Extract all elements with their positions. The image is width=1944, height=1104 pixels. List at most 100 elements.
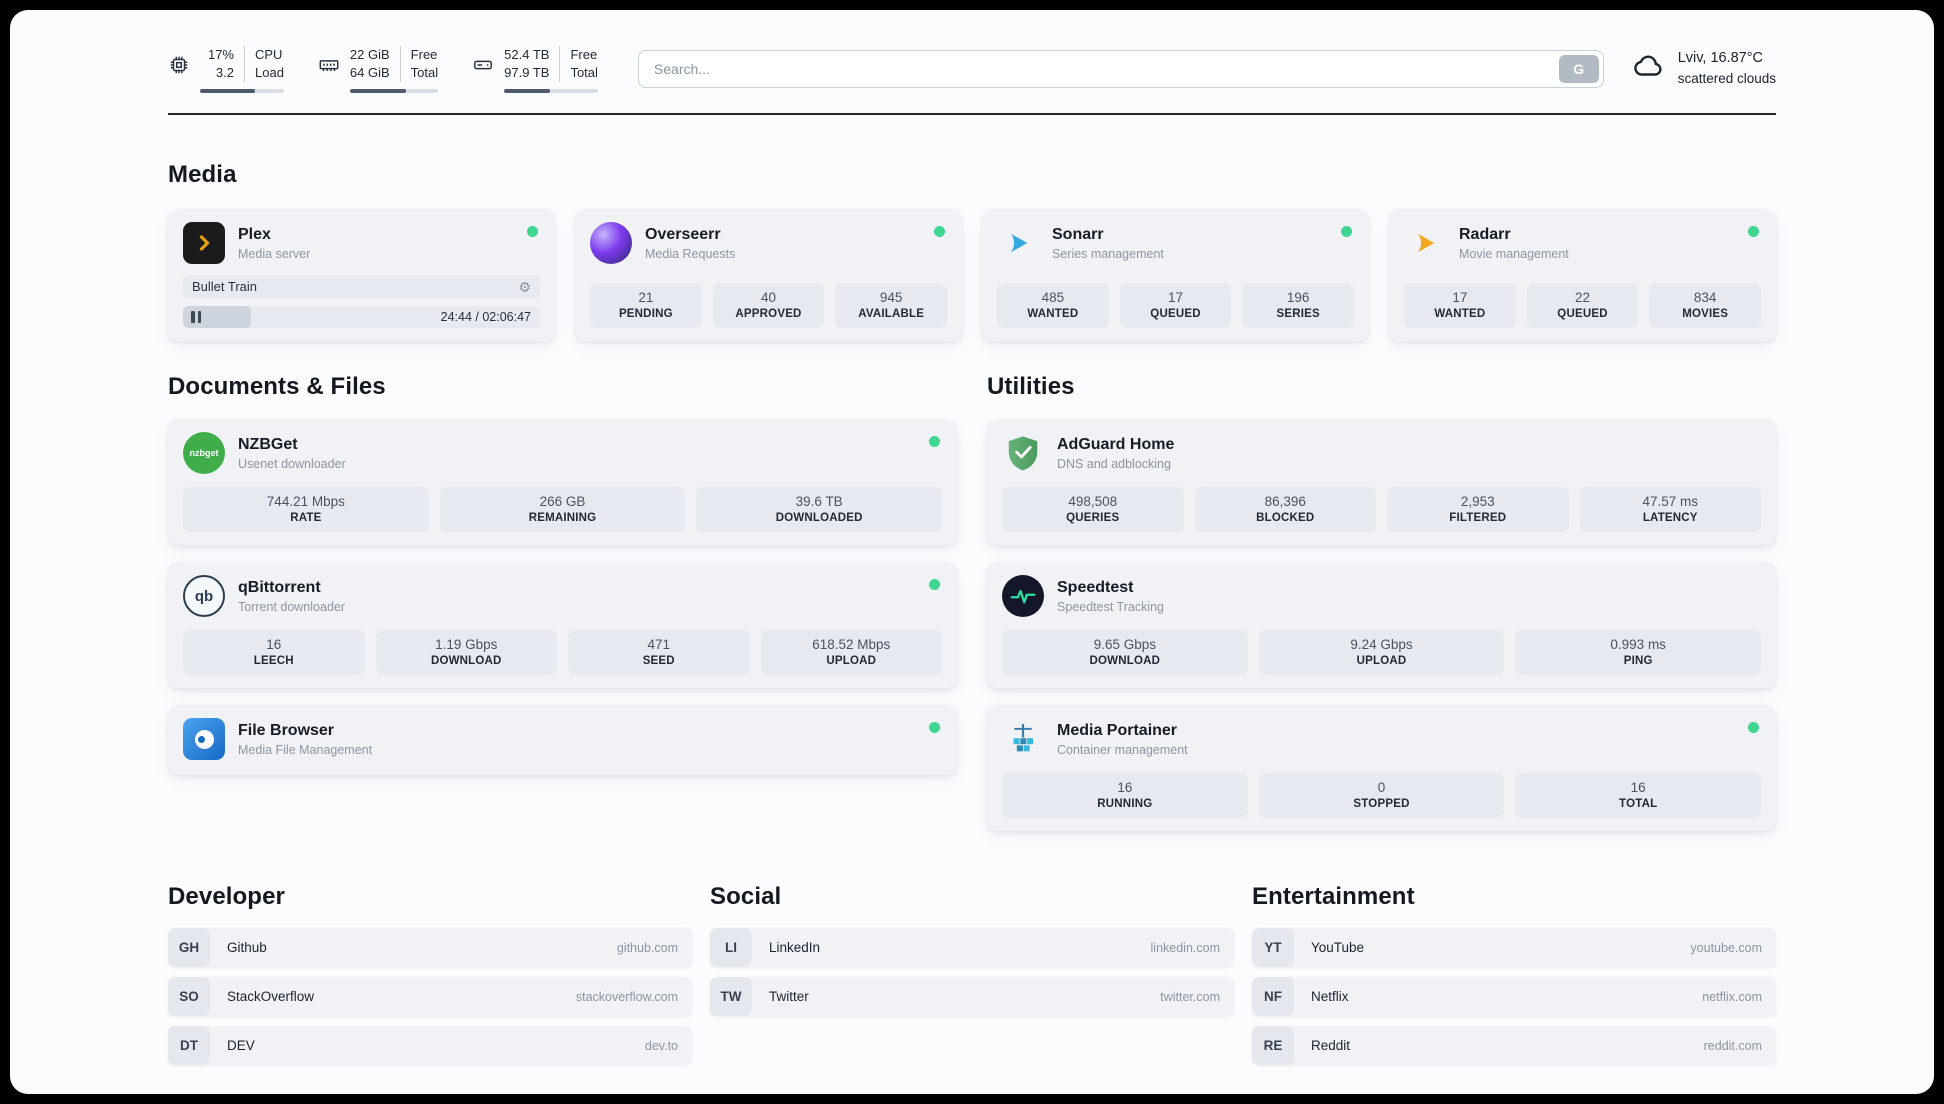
- stat-rate: 744.21 Mbps RATE: [183, 487, 429, 533]
- app-name: Plex: [238, 225, 271, 243]
- stat-queries: 498,508 QUERIES: [1002, 487, 1184, 533]
- filebrowser-icon: [183, 718, 225, 761]
- stat-total: 16 TOTAL: [1515, 773, 1762, 819]
- app-subtitle: Usenet downloader: [238, 456, 346, 471]
- media-section: Media Plex Media server: [168, 161, 1776, 342]
- bookmark-abbr: LI: [710, 928, 752, 968]
- app-card-radarr[interactable]: Radarr Movie management 17 WANTED 22 QUE…: [1389, 209, 1776, 342]
- now-playing-title: Bullet Train: [192, 279, 258, 295]
- header-divider: [168, 113, 1776, 116]
- bookmark-stackoverflow[interactable]: SO StackOverflow stackoverflow.com: [168, 977, 692, 1017]
- bookmark-netflix[interactable]: NF Netflix netflix.com: [1252, 977, 1776, 1017]
- cpu-load-value: 3.2: [215, 65, 234, 81]
- app-name: Sonarr: [1052, 225, 1104, 243]
- speedtest-icon: [1002, 575, 1044, 618]
- app-subtitle: Media server: [238, 246, 311, 261]
- entertainment-section-title: Entertainment: [1252, 883, 1415, 911]
- bookmark-linkedin[interactable]: LI LinkedIn linkedin.com: [710, 928, 1234, 968]
- bookmark-reddit[interactable]: RE Reddit reddit.com: [1252, 1026, 1776, 1066]
- disk-label-top: Free: [570, 47, 598, 62]
- ram-metric: 22 GiB 64 GiB Free Total: [318, 46, 439, 94]
- developer-section-title: Developer: [168, 883, 285, 911]
- app-card-qbittorrent[interactable]: qb qBittorrent Torrent downloader 16 LEE…: [168, 562, 957, 689]
- bookmark-name: Twitter: [769, 989, 809, 1005]
- portainer-icon: [1002, 718, 1044, 760]
- stat-label: QUEUED: [1557, 308, 1608, 321]
- utilities-section: Utilities: [987, 373, 1776, 832]
- app-card-overseerr[interactable]: Overseerr Media Requests 21 PENDING 40 A…: [575, 209, 962, 342]
- bookmark-name: YouTube: [1311, 940, 1365, 956]
- bookmark-url: reddit.com: [1703, 1038, 1762, 1053]
- bookmark-twitter[interactable]: TW Twitter twitter.com: [710, 977, 1234, 1017]
- app-subtitle: Media File Management: [238, 742, 373, 757]
- nzbget-icon: nzbget: [183, 432, 225, 475]
- bookmark-github[interactable]: GH Github github.com: [168, 928, 692, 968]
- stat-label: FILTERED: [1449, 512, 1507, 525]
- stat-approved: 40 APPROVED: [712, 283, 825, 329]
- bookmark-name: DEV: [227, 1038, 255, 1054]
- bookmark-name: LinkedIn: [769, 940, 821, 956]
- bookmark-name: StackOverflow: [227, 989, 315, 1005]
- stat-value: 945: [879, 290, 903, 306]
- stat-value: 21: [638, 290, 654, 306]
- stat-movies: 834 MOVIES: [1649, 283, 1762, 329]
- bookmark-url: dev.to: [644, 1038, 678, 1053]
- bookmark-abbr: DT: [168, 1026, 210, 1066]
- search-engine-button[interactable]: G: [1558, 55, 1599, 83]
- app-card-plex[interactable]: Plex Media server Bullet Train ⚙: [168, 209, 555, 342]
- bookmark-name: Reddit: [1311, 1038, 1351, 1054]
- bookmark-url: linkedin.com: [1150, 940, 1220, 955]
- stat-pending: 21 PENDING: [590, 283, 702, 329]
- radarr-icon: [1404, 222, 1446, 264]
- app-name: Radarr: [1459, 225, 1511, 243]
- stat-value: 39.6 TB: [795, 494, 843, 510]
- bookmark-youtube[interactable]: YT YouTube youtube.com: [1252, 928, 1776, 968]
- app-name: NZBGet: [238, 435, 298, 453]
- documents-section: Documents & Files nzbget NZBGet Usenet d…: [168, 373, 957, 831]
- app-card-adguard[interactable]: AdGuard Home DNS and adblocking 498,508 …: [987, 419, 1776, 546]
- stat-value: 16: [1630, 780, 1646, 796]
- app-card-portainer[interactable]: Media Portainer Container management 16 …: [987, 705, 1776, 832]
- stat-available: 945 AVAILABLE: [835, 283, 948, 329]
- documents-section-title: Documents & Files: [168, 373, 386, 401]
- developer-section: Developer GH Github github.com SO StackO…: [168, 883, 692, 1075]
- app-card-sonarr[interactable]: Sonarr Series management 485 WANTED 17 Q…: [982, 209, 1369, 342]
- entertainment-section: Entertainment YT YouTube youtube.com NF …: [1252, 883, 1776, 1075]
- disk-label-bottom: Total: [570, 65, 598, 81]
- bookmark-dev[interactable]: DT DEV dev.to: [168, 1026, 692, 1066]
- disk-icon: [472, 54, 494, 93]
- stat-filtered: 2,953 FILTERED: [1387, 487, 1569, 533]
- stat-value: 16: [1117, 780, 1133, 796]
- cpu-usage-bar-fill: [200, 89, 255, 94]
- stat-label: BLOCKED: [1256, 512, 1315, 525]
- app-card-nzbget[interactable]: nzbget NZBGet Usenet downloader 744.21 M…: [168, 419, 957, 546]
- stat-label: RATE: [290, 512, 322, 525]
- playback-progress-bar[interactable]: 24:44 / 02:06:47: [183, 306, 540, 329]
- status-online-dot: [934, 226, 945, 238]
- app-name: Overseerr: [645, 225, 721, 243]
- app-card-speedtest[interactable]: Speedtest Speedtest Tracking 9.65 Gbps D…: [987, 562, 1776, 689]
- pause-icon[interactable]: [191, 311, 201, 324]
- weather-condition: scattered clouds: [1677, 71, 1776, 87]
- stat-label: RUNNING: [1097, 798, 1153, 811]
- cloud-icon: [1632, 49, 1666, 88]
- search-input[interactable]: [637, 50, 1604, 88]
- bookmark-url: github.com: [616, 940, 678, 955]
- stat-value: 40: [760, 290, 777, 306]
- app-subtitle: Movie management: [1459, 246, 1569, 261]
- stat-value: 86,396: [1264, 494, 1306, 510]
- settings-gear-icon[interactable]: ⚙: [518, 278, 531, 295]
- stat-label: DOWNLOAD: [1089, 655, 1161, 668]
- app-card-filebrowser[interactable]: File Browser Media File Management: [168, 705, 957, 776]
- stat-label: UPLOAD: [826, 655, 877, 668]
- disk-total-value: 97.9 TB: [504, 65, 550, 81]
- disk-metric: 52.4 TB 97.9 TB Free Total: [472, 46, 598, 94]
- app-subtitle: Torrent downloader: [238, 599, 346, 614]
- stat-remaining: 266 GB REMAINING: [439, 487, 686, 533]
- stat-running: 16 RUNNING: [1002, 773, 1248, 819]
- stat-label: SEED: [642, 655, 675, 668]
- stat-queued: 17 QUEUED: [1119, 283, 1232, 329]
- stat-stopped: 0 STOPPED: [1258, 773, 1505, 819]
- bookmark-abbr: SO: [168, 977, 210, 1017]
- playback-time: 24:44 / 02:06:47: [440, 310, 531, 325]
